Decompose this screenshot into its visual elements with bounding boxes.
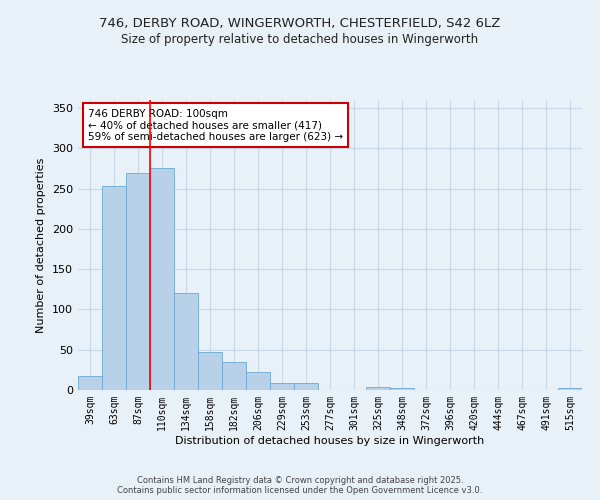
X-axis label: Distribution of detached houses by size in Wingerworth: Distribution of detached houses by size … xyxy=(175,436,485,446)
Bar xyxy=(390,388,414,390)
Y-axis label: Number of detached properties: Number of detached properties xyxy=(37,158,46,332)
Bar xyxy=(270,383,294,390)
Bar xyxy=(558,388,582,390)
Bar xyxy=(294,383,318,390)
Text: 746, DERBY ROAD, WINGERWORTH, CHESTERFIELD, S42 6LZ: 746, DERBY ROAD, WINGERWORTH, CHESTERFIE… xyxy=(100,18,500,30)
Bar xyxy=(78,376,102,390)
Bar xyxy=(174,292,198,390)
Text: Size of property relative to detached houses in Wingerworth: Size of property relative to detached ho… xyxy=(121,32,479,46)
Text: 746 DERBY ROAD: 100sqm
← 40% of detached houses are smaller (417)
59% of semi-de: 746 DERBY ROAD: 100sqm ← 40% of detached… xyxy=(88,108,343,142)
Bar xyxy=(150,168,174,390)
Bar xyxy=(102,186,126,390)
Bar xyxy=(126,172,150,390)
Bar xyxy=(198,352,222,390)
Bar xyxy=(222,362,246,390)
Bar xyxy=(366,387,390,390)
Text: Contains HM Land Registry data © Crown copyright and database right 2025.
Contai: Contains HM Land Registry data © Crown c… xyxy=(118,476,482,495)
Bar xyxy=(246,372,270,390)
